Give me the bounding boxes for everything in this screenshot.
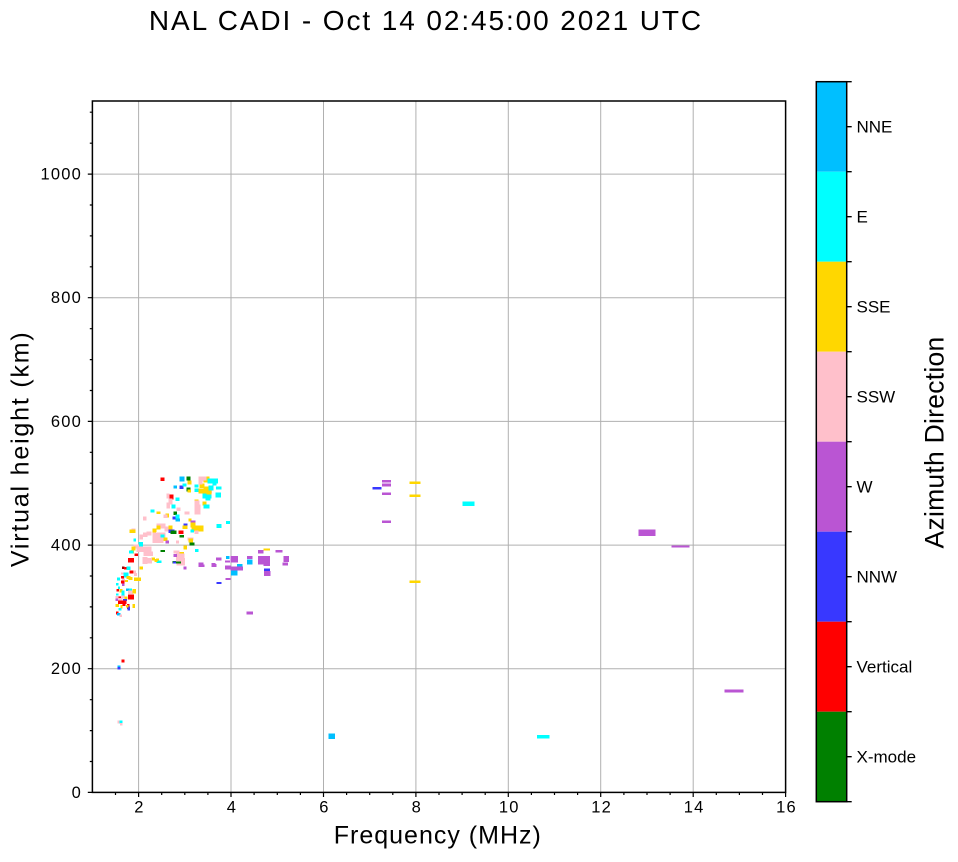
svg-text:SSE: SSE <box>857 298 891 317</box>
svg-text:0: 0 <box>72 784 82 802</box>
svg-text:400: 400 <box>51 537 82 555</box>
svg-text:NNE: NNE <box>857 118 893 137</box>
svg-text:Vertical: Vertical <box>857 658 913 677</box>
svg-text:NAL CADI - Oct 14 02:45:00 202: NAL CADI - Oct 14 02:45:00 2021 UTC <box>149 5 703 36</box>
svg-text:10: 10 <box>499 798 520 816</box>
svg-text:1000: 1000 <box>40 166 82 184</box>
svg-text:X-mode: X-mode <box>857 748 917 767</box>
svg-text:Azimuth Direction: Azimuth Direction <box>920 337 950 549</box>
svg-text:2: 2 <box>134 798 144 816</box>
svg-text:8: 8 <box>412 798 422 816</box>
svg-text:W: W <box>857 478 873 497</box>
svg-text:E: E <box>857 208 868 227</box>
svg-text:6: 6 <box>319 798 329 816</box>
svg-text:Virtual height (km): Virtual height (km) <box>7 331 35 568</box>
svg-text:12: 12 <box>591 798 612 816</box>
svg-text:Frequency (MHz): Frequency (MHz) <box>334 822 542 850</box>
svg-text:200: 200 <box>51 660 82 678</box>
svg-text:SSW: SSW <box>857 388 896 407</box>
svg-text:800: 800 <box>51 289 82 307</box>
svg-text:600: 600 <box>51 413 82 431</box>
svg-text:4: 4 <box>227 798 237 816</box>
svg-text:NNW: NNW <box>857 568 898 587</box>
svg-text:16: 16 <box>776 798 797 816</box>
svg-text:14: 14 <box>684 798 705 816</box>
